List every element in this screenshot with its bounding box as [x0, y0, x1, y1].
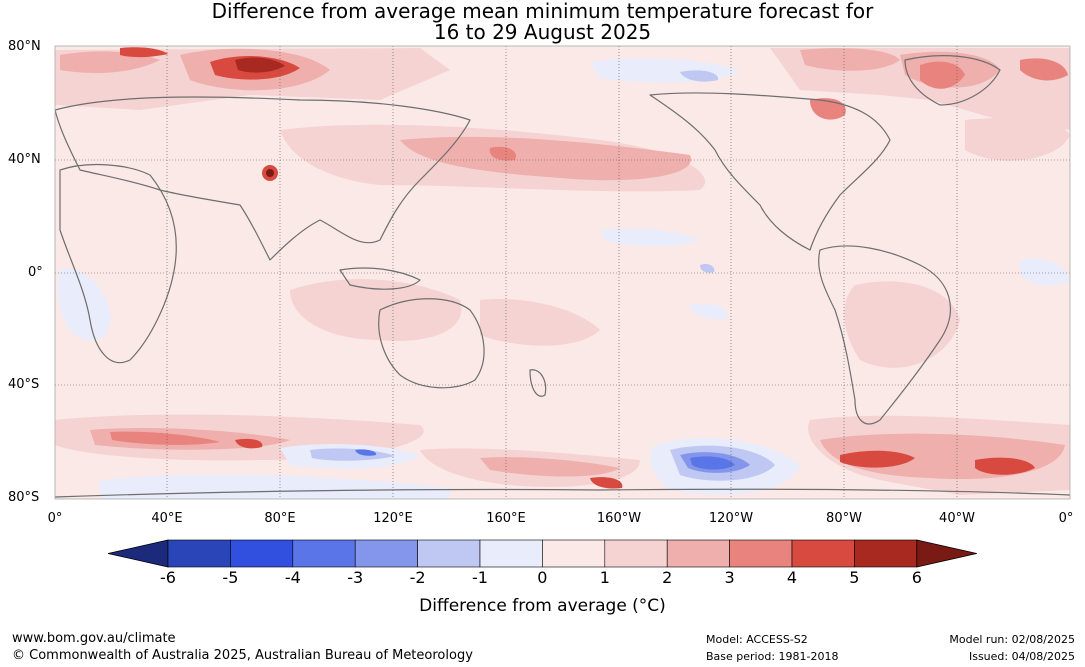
colorbar-tick-label: 5: [849, 568, 860, 587]
anomaly-region: [590, 477, 623, 489]
anomaly-region: [690, 456, 735, 470]
anomaly-region: [110, 431, 220, 445]
colorbar-segment: [417, 539, 481, 568]
anomaly-region: [700, 263, 715, 273]
footer-base-period: Base period: 1981-2018: [706, 650, 839, 663]
anomaly-region: [1020, 258, 1070, 286]
page-title: Difference from average mean minimum tem…: [211, 0, 874, 23]
coastline-antarctica: [55, 488, 1070, 498]
footer-issued: Issued: 04/08/2025: [968, 650, 1075, 663]
colorbar-tick-label: 4: [786, 568, 798, 587]
lat-label: 80°N: [8, 39, 41, 54]
lon-label: 120°E: [373, 511, 413, 526]
lon-label: 40°E: [151, 511, 183, 526]
lon-label: 80°E: [264, 511, 296, 526]
colorbar-tick-label: -1: [472, 568, 488, 587]
colorbar-segment: [542, 539, 606, 568]
coastlines: [55, 55, 1070, 498]
footer-url[interactable]: www.bom.gov.au/climate: [12, 631, 176, 646]
coastline-africa: [59, 163, 177, 364]
lat-label: 0°: [28, 265, 43, 280]
lon-label: 0°: [47, 511, 63, 526]
colorbar-tick-label: -5: [222, 568, 239, 587]
colorbar-tick-label: 6: [911, 568, 922, 587]
colorbar-tick-label: 0: [537, 568, 548, 587]
anomaly-region: [800, 48, 900, 71]
lon-label: 120°W: [708, 511, 754, 526]
colorbar-segment: [729, 539, 793, 568]
coastline-north-america: [649, 92, 891, 251]
anomaly-region: [480, 299, 600, 346]
colorbar-title: Difference from average (°C): [419, 596, 666, 616]
colorbar-segment: [292, 539, 356, 568]
anomaly-region: [290, 279, 462, 341]
lon-label: 40°W: [939, 511, 975, 526]
footer-model-run: Model run: 02/08/2025: [949, 633, 1075, 646]
anomaly-region: [965, 117, 1070, 161]
lat-label: 40°N: [8, 152, 41, 167]
graticule: [55, 46, 1070, 499]
anomaly-region: [480, 457, 620, 477]
anomaly-region: [1020, 58, 1068, 81]
anomaly-region: [600, 228, 700, 246]
colorbar: [107, 539, 977, 568]
footer-model: Model: ACCESS-S2: [706, 633, 808, 646]
footer-copyright: © Commonwealth of Australia 2025, Austra…: [12, 648, 473, 663]
colorbar-segment: [230, 539, 294, 568]
forecast-map[interactable]: [0, 0, 1085, 510]
anomaly-region: [235, 57, 285, 73]
colorbar-segment: [167, 539, 231, 568]
colorbar-tick-label: 3: [724, 568, 735, 587]
colorbar-segment: [354, 539, 418, 568]
colorbar-extend-high: [916, 539, 977, 568]
lat-label: 40°S: [8, 377, 40, 392]
coastline-greenland: [904, 55, 1001, 106]
colorbar-tick-label: -3: [347, 568, 364, 587]
anomaly-region: [355, 449, 377, 456]
coastline-eurasia: [55, 96, 471, 261]
colorbar-tick-label: 1: [599, 568, 610, 587]
colorbar-segment: [854, 539, 918, 568]
map-frame: [54, 45, 1071, 500]
anomaly-region: [840, 450, 915, 468]
coastline-australia: [378, 298, 485, 389]
anomaly-region: [975, 457, 1035, 475]
colorbar-tick-label: -4: [284, 568, 301, 587]
anomaly-region: [57, 269, 111, 341]
coastline-south-america: [818, 245, 951, 425]
colorbar-tick-label: 2: [662, 568, 673, 587]
anomaly-region: [400, 136, 692, 181]
anomaly-region: [690, 303, 729, 320]
lat-label: 80°S: [8, 490, 40, 505]
lon-label: 80°W: [826, 511, 862, 526]
anomaly-region: [920, 61, 965, 89]
colorbar-segment: [666, 539, 730, 568]
anomaly-region: [489, 146, 516, 161]
coastline-new-zealand: [529, 369, 547, 397]
lon-label: 160°E: [486, 511, 526, 526]
anomaly-region: [266, 169, 274, 177]
lon-label: 0°: [1058, 511, 1074, 526]
anomaly-region: [235, 438, 263, 449]
anomaly-region: [844, 281, 960, 368]
page-subtitle: 16 to 29 August 2025: [433, 20, 652, 44]
lon-label: 160°W: [596, 511, 642, 526]
colorbar-segment: [791, 539, 855, 568]
colorbar-tick-label: -2: [409, 568, 426, 587]
anomaly-region: [120, 47, 168, 58]
colorbar-extend-low: [107, 539, 169, 568]
colorbar-tick-label: -6: [160, 568, 176, 587]
colorbar-segment: [479, 539, 543, 568]
anomaly-region: [310, 448, 395, 461]
coastline-indonesia: [339, 267, 421, 290]
anomaly-region: [680, 70, 719, 82]
colorbar-segment: [604, 539, 668, 568]
